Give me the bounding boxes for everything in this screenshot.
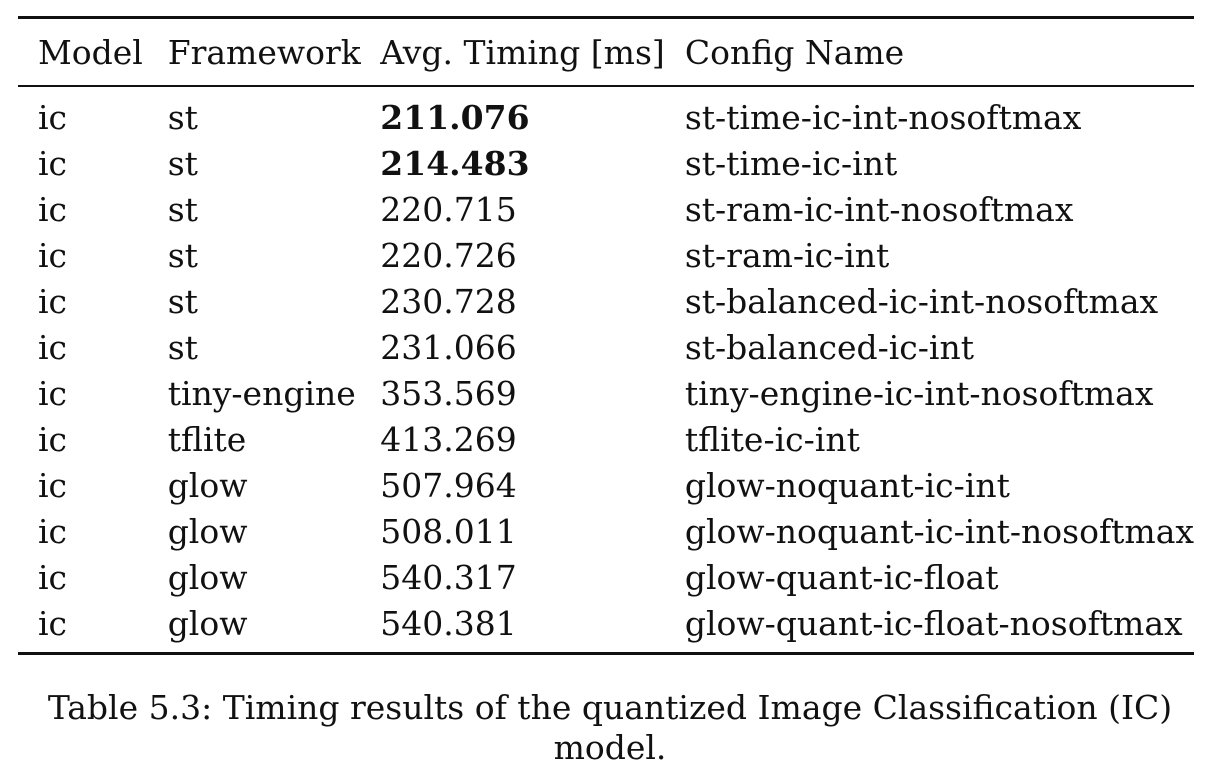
table-row: ic st 220.726 st-ram-ic-int	[18, 232, 1194, 278]
table-row: ic glow 540.381 glow-quant-ic-float-nosoftm…	[18, 600, 1194, 654]
cell-config-name: st-balanced-ic-int-nosoftmax	[684, 281, 1159, 321]
table-row: ic tflite 413.269 tflite-ic-int	[18, 416, 1194, 462]
cell-model: ic	[38, 281, 68, 321]
table-row: ic glow 507.964 glow-noquant-ic-int	[18, 462, 1194, 508]
cell-model: ic	[38, 373, 68, 413]
cell-config-name: st-time-ic-int	[684, 143, 898, 183]
table-row: ic st 231.066 st-balanced-ic-int	[18, 324, 1194, 370]
table-row: ic st 211.076 st-time-ic-int-nosoftmax	[18, 86, 1194, 140]
cell-model: ic	[38, 603, 68, 643]
cell-framework: glow	[167, 557, 248, 597]
cell-avg-timing: 507.964	[380, 465, 517, 505]
cell-avg-timing: 231.066	[380, 327, 517, 367]
cell-framework: glow	[167, 603, 248, 643]
cell-framework: st	[167, 281, 198, 321]
cell-avg-timing: 214.483	[380, 143, 530, 183]
table-caption: Table 5.3: Timing results of the quantiz…	[47, 688, 1173, 767]
header-config-name: Config Name	[684, 32, 905, 72]
cell-config-name: glow-quant-ic-float-nosoftmax	[684, 603, 1183, 643]
cell-model: ic	[38, 235, 68, 275]
cell-avg-timing: 230.728	[380, 281, 517, 321]
cell-config-name: st-time-ic-int-nosoftmax	[684, 97, 1082, 137]
cell-model: ic	[38, 97, 68, 137]
cell-framework: st	[167, 143, 198, 183]
cell-framework: st	[167, 97, 198, 137]
cell-model: ic	[38, 143, 68, 183]
cell-framework: st	[167, 327, 198, 367]
results-table-container: Model Framework Avg. Timing [ms] Config …	[18, 16, 1194, 655]
header-model: Model	[38, 32, 143, 72]
table-header: Model Framework Avg. Timing [ms] Config …	[18, 17, 1194, 86]
cell-config-name: tflite-ic-int	[684, 419, 860, 459]
cell-avg-timing: 353.569	[380, 373, 517, 413]
table-row: ic st 230.728 st-balanced-ic-int-nosoftmax	[18, 278, 1194, 324]
cell-avg-timing: 211.076	[380, 97, 530, 137]
cell-config-name: glow-quant-ic-float	[684, 557, 999, 597]
table-row: ic tiny-engine 353.569 tiny-engine-ic-int-n…	[18, 370, 1194, 416]
header-row: Model Framework Avg. Timing [ms] Config …	[18, 17, 1194, 86]
cell-avg-timing: 220.726	[380, 235, 517, 275]
cell-model: ic	[38, 511, 68, 551]
cell-config-name: glow-noquant-ic-int-nosoftmax	[684, 511, 1194, 551]
cell-framework: st	[167, 189, 198, 229]
cell-avg-timing: 220.715	[380, 189, 517, 229]
cell-config-name: st-balanced-ic-int	[684, 327, 974, 367]
cell-framework: glow	[167, 465, 248, 505]
table-body: ic st 211.076 st-time-ic-int-nosoftmax ic st 2…	[18, 86, 1194, 654]
cell-model: ic	[38, 189, 68, 229]
cell-model: ic	[38, 419, 68, 459]
table-row: ic glow 508.011 glow-noquant-ic-int-nosoftm…	[18, 508, 1194, 554]
cell-framework: tiny-engine	[167, 373, 356, 413]
cell-config-name: st-ram-ic-int	[684, 235, 890, 275]
header-avg-timing: Avg. Timing [ms]	[380, 32, 665, 72]
cell-model: ic	[38, 557, 68, 597]
cell-config-name: tiny-engine-ic-int-nosoftmax	[684, 373, 1154, 413]
cell-avg-timing: 508.011	[380, 511, 517, 551]
cell-avg-timing: 540.317	[380, 557, 517, 597]
table-row: ic glow 540.317 glow-quant-ic-float	[18, 554, 1194, 600]
table-row: ic st 220.715 st-ram-ic-int-nosoftmax	[18, 186, 1194, 232]
header-framework: Framework	[167, 32, 361, 72]
cell-config-name: glow-noquant-ic-int	[684, 465, 1010, 505]
cell-avg-timing: 413.269	[380, 419, 517, 459]
cell-framework: st	[167, 235, 198, 275]
timing-results-table: Model Framework Avg. Timing [ms] Config …	[18, 16, 1194, 655]
cell-model: ic	[38, 465, 68, 505]
cell-config-name: st-ram-ic-int-nosoftmax	[684, 189, 1074, 229]
table-row: ic st 214.483 st-time-ic-int	[18, 140, 1194, 186]
cell-model: ic	[38, 327, 68, 367]
cell-avg-timing: 540.381	[380, 603, 517, 643]
cell-framework: glow	[167, 511, 248, 551]
cell-framework: tflite	[167, 419, 247, 459]
